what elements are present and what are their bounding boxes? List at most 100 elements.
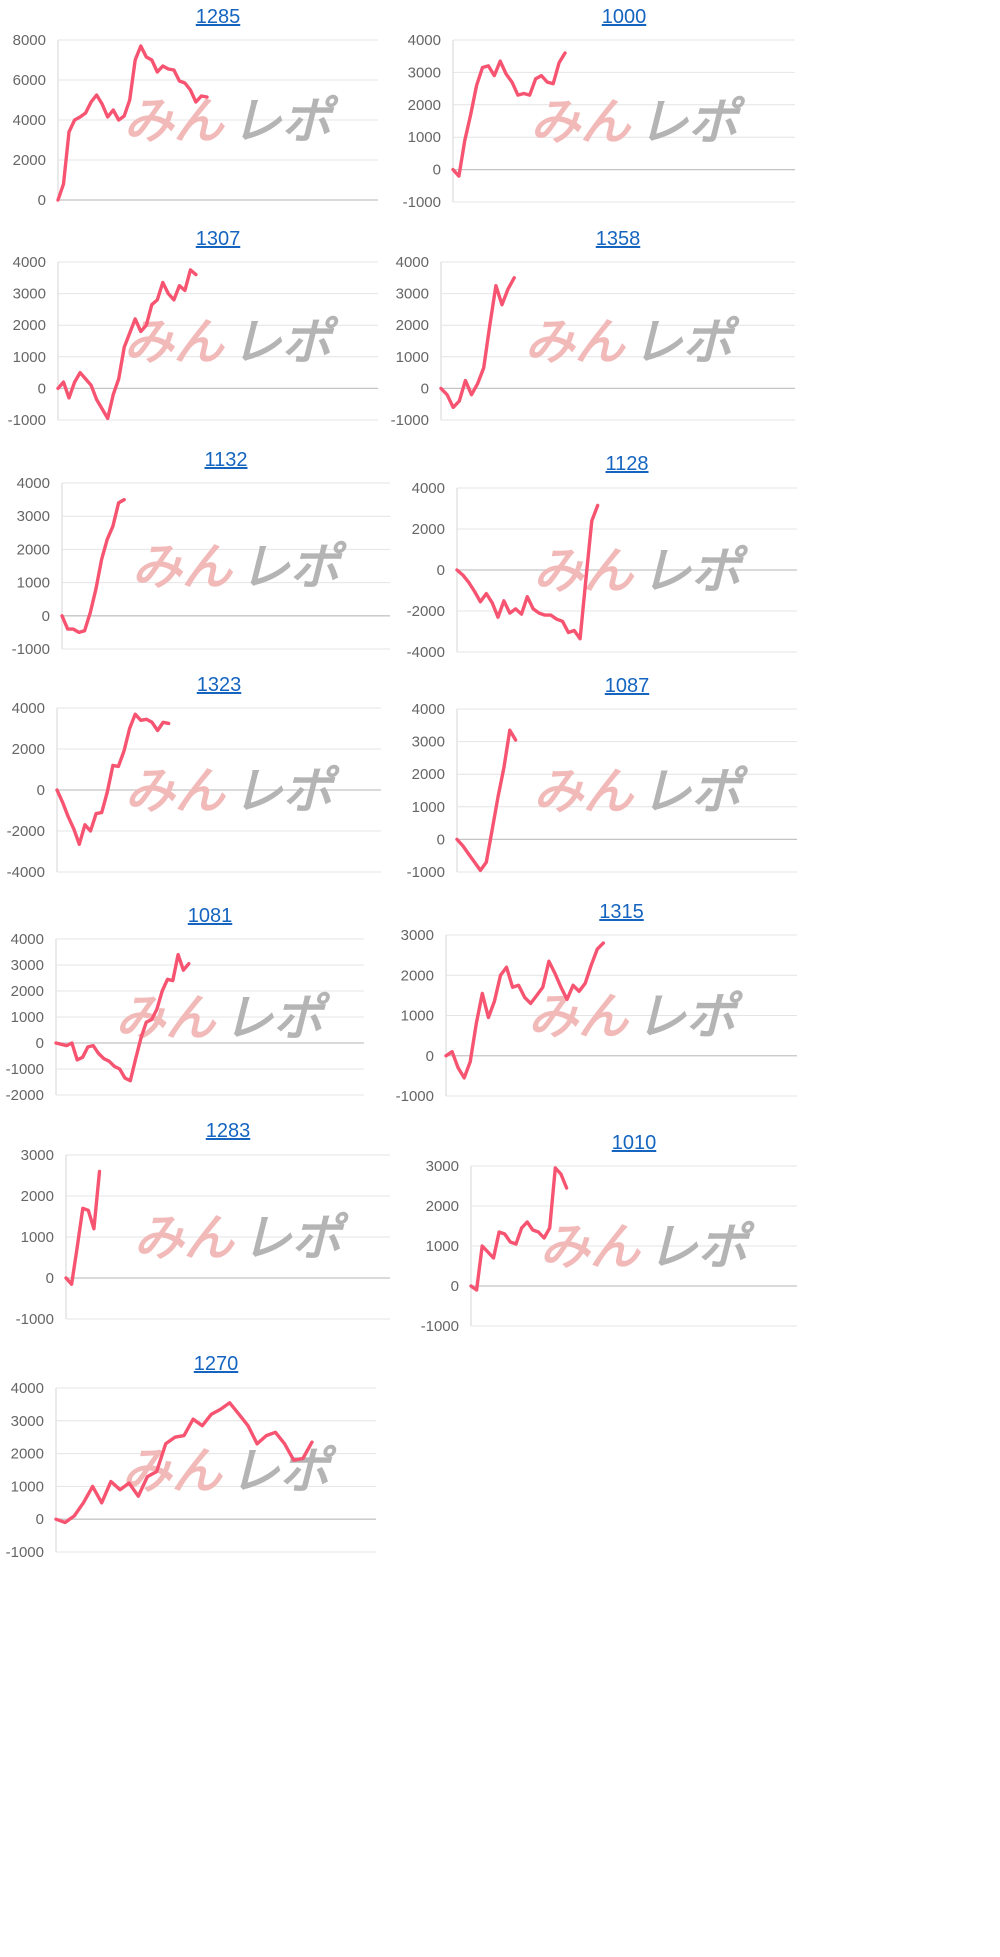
chart-title-link[interactable]: 1010	[611, 1132, 657, 1154]
watermark-text-2: レポ	[240, 538, 348, 596]
line-chart: -4000 -2000 0 2000 4000 みん レポ	[7, 700, 381, 881]
chart-title-link[interactable]: 1132	[204, 449, 248, 471]
y-tick-label: 2000	[401, 967, 434, 984]
y-tick-label: -4000	[407, 644, 445, 661]
watermark-text-1: みん	[540, 1218, 642, 1276]
watermark-text-1: みん	[122, 1442, 224, 1500]
y-tick-label: 1000	[396, 349, 429, 366]
chart-title-link[interactable]: 1323	[196, 674, 242, 696]
chart-title-link[interactable]: 1307	[195, 228, 241, 250]
chart-title-link[interactable]: 1000	[601, 6, 647, 28]
watermark-text-2: レポ	[641, 763, 749, 821]
y-tick-label: -1000	[12, 641, 50, 658]
chart-title-link[interactable]: 1081	[187, 905, 233, 927]
chart-title-link[interactable]: 1270	[193, 1353, 239, 1375]
series-line	[455, 503, 600, 641]
y-tick-label: 0	[421, 380, 429, 397]
y-tick-label: 3000	[401, 927, 434, 944]
y-tick-label: -1000	[8, 412, 46, 429]
watermark-text-1: みん	[132, 538, 234, 596]
y-tick-label: 3000	[21, 1147, 54, 1164]
chart-title-link[interactable]: 1315	[599, 901, 644, 923]
y-tick-label: -2000	[7, 823, 45, 840]
y-tick-label: 3000	[11, 1413, 44, 1430]
chart-panel: 1128 -4000 -2000 0 2000 4000 みん レポ	[395, 453, 800, 674]
line-chart: -1000 0 1000 2000 3000 みん レポ	[16, 1147, 390, 1328]
y-tick-label: 6000	[13, 72, 46, 89]
line-chart: -1000 0 1000 2000 3000 4000 みん レポ	[6, 1380, 376, 1561]
y-tick-label: 0	[36, 1511, 44, 1528]
chart-title-link[interactable]: 1128	[605, 453, 649, 475]
line-chart: -1000 0 1000 2000 3000 4000 みん レポ	[12, 475, 390, 658]
watermark-text-1: みん	[124, 92, 226, 150]
y-tick-label: -2000	[407, 603, 445, 620]
y-tick-label: 3000	[408, 64, 441, 81]
y-tick-label: 3000	[17, 508, 50, 525]
line-chart: -1000 0 1000 2000 3000 みん レポ	[396, 927, 797, 1105]
y-tick-label: 4000	[412, 480, 445, 497]
y-tick-label: 4000	[11, 1380, 44, 1397]
watermark-text-2: レポ	[223, 989, 331, 1047]
y-tick-label: 2000	[13, 317, 46, 334]
watermark-text-2: レポ	[636, 988, 744, 1046]
watermark-text-1: みん	[134, 1209, 236, 1267]
line-chart: -4000 -2000 0 2000 4000 みん レポ	[407, 480, 797, 661]
chart-panel: 1358 -1000 0 1000 2000 3000 4000 みん レポ	[391, 228, 800, 442]
watermark-logo: みん レポ	[528, 988, 744, 1046]
y-tick-label: 1000	[401, 1008, 434, 1025]
chart-panel: 1323 -4000 -2000 0 2000 4000 みん レポ	[0, 674, 390, 894]
line-chart: -1000 0 1000 2000 3000 4000 みん レポ	[407, 701, 797, 881]
y-tick-label: 1000	[11, 1478, 44, 1495]
line-chart: -2000 -1000 0 1000 2000 3000 4000 みん レポ	[6, 931, 364, 1104]
watermark-logo: みん レポ	[122, 1442, 338, 1500]
watermark-logo: みん レポ	[134, 1209, 350, 1267]
series-line	[54, 952, 191, 1083]
y-tick-label: 0	[437, 562, 445, 579]
y-tick-label: 0	[36, 1035, 44, 1052]
y-tick-label: 2000	[396, 317, 429, 334]
watermark-text-1: みん	[525, 313, 627, 371]
y-tick-label: 1000	[11, 1009, 44, 1026]
series-line	[54, 1401, 314, 1525]
y-tick-label: 1000	[21, 1229, 54, 1246]
watermark-text-1: みん	[125, 762, 227, 820]
watermark-text-2: レポ	[633, 313, 741, 371]
chart-title-link[interactable]: 1358	[595, 228, 641, 250]
y-tick-label: 2000	[426, 1198, 459, 1215]
watermark-text-1: みん	[530, 93, 632, 151]
line-chart: -1000 0 1000 2000 3000 みん レポ	[421, 1158, 797, 1335]
chart-panel: 1000 -1000 0 1000 2000 3000 4000 みん レポ	[395, 6, 800, 224]
watermark-text-2: レポ	[641, 542, 749, 600]
chart-title-link[interactable]: 1283	[205, 1120, 251, 1142]
line-chart: -1000 0 1000 2000 3000 4000 みん レポ	[391, 254, 795, 429]
chart-panel: 1270 -1000 0 1000 2000 3000 4000 みん レポ	[0, 1353, 390, 1574]
chart-panel: 1315 -1000 0 1000 2000 3000 みん レポ	[395, 901, 800, 1118]
y-tick-label: 4000	[12, 700, 45, 717]
watermark-text-1: みん	[124, 313, 226, 371]
series-line	[469, 1166, 569, 1292]
y-tick-label: 3000	[412, 734, 445, 751]
chart-panel: 1132 -1000 0 1000 2000 3000 4000 みん レポ	[0, 449, 390, 671]
line-chart: -1000 0 1000 2000 3000 4000 みん レポ	[8, 254, 378, 429]
y-tick-label: 1000	[408, 129, 441, 146]
watermark-text-1: みん	[528, 988, 630, 1046]
y-tick-label: 4000	[412, 701, 445, 718]
y-tick-label: 2000	[412, 521, 445, 538]
watermark-text-2: レポ	[648, 1218, 756, 1276]
y-tick-label: 0	[37, 782, 45, 799]
y-tick-label: 0	[46, 1270, 54, 1287]
series-line	[60, 497, 126, 635]
y-tick-label: 2000	[412, 766, 445, 783]
y-tick-label: 4000	[408, 32, 441, 49]
y-tick-label: 2000	[12, 741, 45, 758]
y-tick-label: 4000	[11, 931, 44, 948]
chart-title-link[interactable]: 1285	[195, 6, 241, 28]
series-line	[56, 44, 209, 202]
chart-panel: 1285 0 2000 4000 6000 8000 みん レポ	[0, 6, 390, 222]
y-tick-label: 3000	[13, 286, 46, 303]
watermark-text-2: レポ	[232, 92, 340, 150]
y-tick-label: 0	[38, 192, 46, 209]
chart-title-link[interactable]: 1087	[604, 675, 650, 697]
y-tick-label: 0	[451, 1278, 459, 1295]
series-line	[444, 941, 606, 1080]
